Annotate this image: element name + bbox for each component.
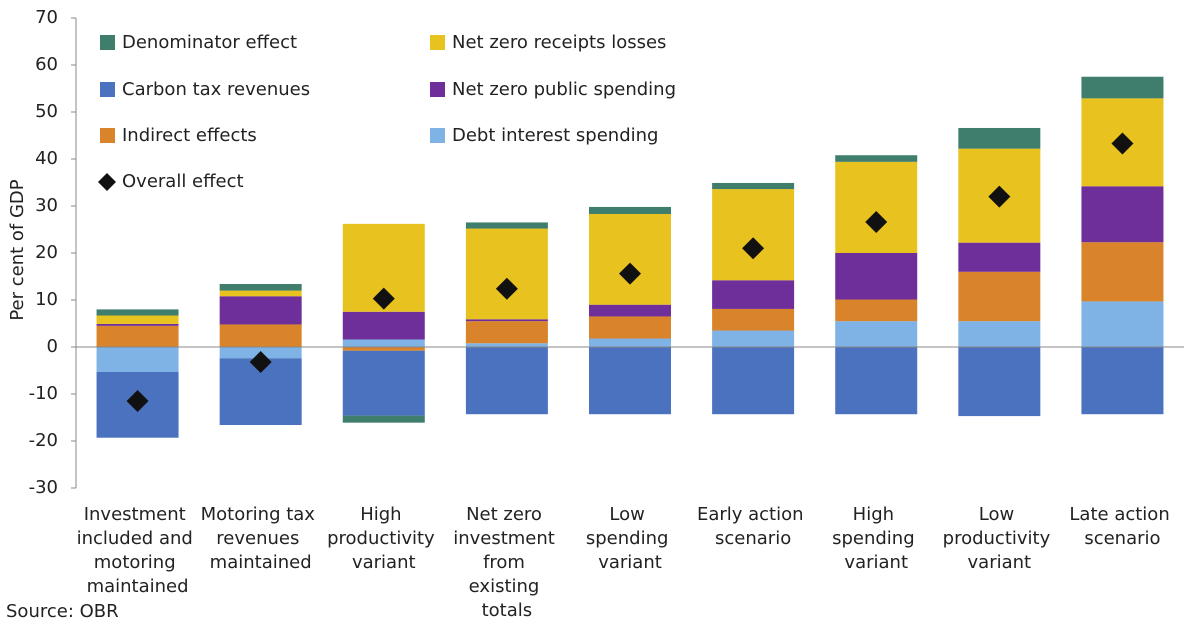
y-tick-label: 60: [35, 54, 58, 75]
bar-segment: [342, 347, 425, 351]
bar-segment: [589, 338, 671, 347]
bar-segment: [1081, 301, 1164, 347]
bar-segment: [958, 127, 1041, 149]
bar-segment: [1081, 186, 1164, 243]
bar-segment: [1081, 347, 1164, 415]
bar-segment: [835, 155, 918, 162]
bar-segment: [712, 330, 795, 347]
x-tick-label: Motoring tax revenues maintained: [201, 504, 321, 573]
legend-label: Denominator effect: [122, 32, 297, 53]
bar-segment: [589, 213, 671, 305]
x-tick-label: High productivity variant: [327, 504, 440, 573]
bar-segment: [589, 316, 671, 339]
x-tick-label: Low spending variant: [586, 504, 674, 573]
bar-segment: [219, 284, 302, 291]
legend-label: Net zero public spending: [452, 79, 676, 100]
overall-marker: [495, 277, 518, 300]
y-tick-label: 20: [35, 242, 58, 263]
bar-segment: [958, 271, 1041, 322]
y-axis-label: Per cent of GDP: [7, 179, 28, 320]
bar-segment: [96, 323, 179, 326]
overall-marker: [1111, 132, 1134, 155]
bar-segment: [958, 242, 1041, 272]
x-tick-label: High spending variant: [832, 504, 920, 573]
legend-swatch: [430, 128, 445, 143]
bar-segment: [1081, 76, 1164, 99]
bar-segment: [835, 347, 918, 415]
bar-segment: [219, 324, 302, 347]
bar-segment: [342, 311, 425, 340]
source: Source: OBR: [6, 601, 119, 622]
bar-segment: [465, 343, 548, 347]
x-tick-label: Low productivity variant: [943, 504, 1056, 573]
bar-segment: [589, 206, 671, 214]
legend-label: Carbon tax revenues: [122, 79, 310, 100]
bar-segment: [96, 347, 179, 372]
legend-swatch: [100, 128, 115, 143]
y-tick-label: -20: [29, 430, 58, 451]
bar-segment: [465, 321, 548, 344]
y-tick-label: 0: [47, 336, 58, 357]
bar-segment: [465, 222, 548, 229]
x-tick-label: Early action scenario: [697, 504, 809, 549]
bar-segment: [835, 253, 918, 300]
x-tick-label: Net zero investment from existing totals: [453, 504, 560, 621]
y-tick-label: 40: [35, 148, 58, 169]
legend-swatch: [430, 35, 445, 50]
legend-label: Net zero receipts losses: [452, 32, 666, 53]
x-tick-label: Late action scenario: [1069, 504, 1175, 549]
bar-segment: [835, 161, 918, 253]
bar-segment: [712, 182, 795, 190]
y-tick-label: -10: [29, 383, 58, 404]
overall-marker: [249, 351, 272, 374]
bar-segment: [712, 280, 795, 309]
legend-label: Overall effect: [122, 171, 244, 192]
y-tick-label: -30: [29, 477, 58, 498]
bar-segment: [96, 315, 179, 324]
bar-segment: [835, 299, 918, 322]
y-tick-label: 30: [35, 195, 58, 216]
bar-segment: [958, 347, 1041, 417]
legend-swatch: [100, 35, 115, 50]
overall-marker: [742, 237, 765, 260]
bar-segment: [712, 308, 795, 331]
legend-marker: [98, 173, 116, 191]
y-tick-label: 10: [35, 289, 58, 310]
bar-segment: [219, 290, 302, 297]
overall-marker: [372, 287, 395, 310]
legend-swatch: [430, 82, 445, 97]
bar-segment: [958, 321, 1041, 347]
bar-segment: [712, 347, 795, 415]
bar-segment: [342, 415, 425, 423]
overall-marker: [126, 390, 149, 413]
bar-segment: [465, 228, 548, 320]
bar-segment: [1081, 242, 1164, 302]
y-tick-label: 70: [35, 7, 58, 28]
overall-marker: [988, 185, 1011, 208]
bar-segment: [219, 296, 302, 325]
legend-label: Debt interest spending: [452, 125, 658, 146]
bar-segment: [465, 347, 548, 415]
legend-label: Indirect effects: [122, 125, 257, 146]
y-tick-label: 50: [35, 101, 58, 122]
bar-segment: [589, 304, 671, 317]
bar-segment: [712, 189, 795, 281]
legend-swatch: [100, 82, 115, 97]
overall-marker: [619, 262, 641, 285]
bar-segment: [96, 325, 179, 347]
bar-segment: [835, 321, 918, 347]
bar-segment: [589, 347, 671, 415]
bar-segment: [96, 309, 179, 316]
overall-marker: [865, 210, 888, 233]
bar-segment: [465, 319, 548, 322]
bar-segment: [342, 339, 425, 347]
x-tick-label: Investment included and motoring maintai…: [77, 504, 199, 597]
bar-segment: [342, 350, 425, 416]
